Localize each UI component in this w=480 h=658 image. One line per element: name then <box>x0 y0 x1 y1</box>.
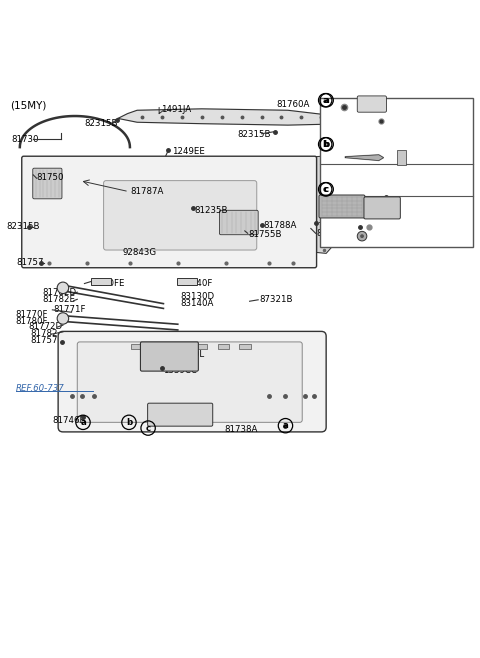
Text: 1125DB: 1125DB <box>317 216 351 225</box>
Bar <box>217 344 229 349</box>
FancyBboxPatch shape <box>58 332 326 432</box>
Text: 81788A: 81788A <box>263 220 296 230</box>
Text: 81739: 81739 <box>423 103 448 113</box>
Bar <box>397 151 406 165</box>
Text: 83140A: 83140A <box>180 299 214 308</box>
Text: 81760A: 81760A <box>276 99 309 109</box>
Text: 95470L: 95470L <box>173 350 205 359</box>
Text: 81456C: 81456C <box>325 221 356 230</box>
Text: 81757: 81757 <box>16 259 44 267</box>
Polygon shape <box>345 155 384 161</box>
Text: 1327AB: 1327AB <box>387 191 419 200</box>
Polygon shape <box>317 156 333 253</box>
Text: c: c <box>323 185 328 193</box>
Text: a: a <box>283 421 288 430</box>
Text: (15MY): (15MY) <box>10 100 47 111</box>
Text: 81782D: 81782D <box>43 288 77 297</box>
Text: 81738A: 81738A <box>225 424 258 434</box>
FancyBboxPatch shape <box>319 195 365 218</box>
Text: 81750: 81750 <box>36 173 64 182</box>
Bar <box>177 278 197 285</box>
Text: b: b <box>126 418 132 427</box>
Bar <box>153 344 164 349</box>
FancyBboxPatch shape <box>77 342 302 422</box>
Text: 1491JA: 1491JA <box>161 105 191 114</box>
Text: REF.60-737: REF.60-737 <box>16 384 65 393</box>
Text: 81746B: 81746B <box>52 417 86 425</box>
Text: a: a <box>80 418 86 427</box>
Bar <box>239 344 251 349</box>
Text: 81755B: 81755B <box>249 230 282 239</box>
Text: 1140FE: 1140FE <box>92 278 124 288</box>
Bar <box>132 344 143 349</box>
Text: 81758D: 81758D <box>317 229 351 238</box>
Text: 87321B: 87321B <box>259 295 293 304</box>
Text: 83130D: 83130D <box>180 292 214 301</box>
Text: 81772D: 81772D <box>28 322 62 330</box>
FancyBboxPatch shape <box>364 197 400 219</box>
Circle shape <box>57 282 69 293</box>
Bar <box>321 98 473 247</box>
FancyBboxPatch shape <box>33 168 62 199</box>
Bar <box>91 278 111 285</box>
FancyBboxPatch shape <box>104 181 257 250</box>
Text: 81738C: 81738C <box>324 109 355 118</box>
Text: 81230E: 81230E <box>368 201 398 211</box>
FancyBboxPatch shape <box>219 211 258 235</box>
Polygon shape <box>118 109 333 125</box>
FancyBboxPatch shape <box>148 403 213 426</box>
FancyBboxPatch shape <box>357 96 386 113</box>
Text: 81260B: 81260B <box>344 139 375 149</box>
Text: 81740: 81740 <box>333 147 361 156</box>
Text: b: b <box>324 139 330 149</box>
Text: 81780F: 81780F <box>15 317 48 326</box>
Circle shape <box>357 232 367 241</box>
Circle shape <box>360 234 364 238</box>
Text: FR.: FR. <box>435 101 456 111</box>
FancyBboxPatch shape <box>22 156 317 268</box>
Text: 81782: 81782 <box>31 329 59 338</box>
Text: c: c <box>145 424 151 432</box>
Text: 81210A: 81210A <box>325 230 356 240</box>
Text: b: b <box>322 139 328 149</box>
Text: c: c <box>324 185 329 193</box>
Bar <box>196 344 207 349</box>
Bar <box>174 344 186 349</box>
Text: 1125DB: 1125DB <box>344 98 376 107</box>
Text: 81235B: 81235B <box>194 207 228 215</box>
Text: 82315B: 82315B <box>238 130 271 139</box>
Text: 92843G: 92843G <box>123 248 157 257</box>
Text: 1125DB: 1125DB <box>365 116 397 126</box>
Text: a: a <box>322 95 328 105</box>
Text: 81730: 81730 <box>11 135 39 144</box>
Text: 82315B: 82315B <box>6 222 40 231</box>
Text: 81787A: 81787A <box>130 187 163 196</box>
Text: a: a <box>324 95 329 105</box>
Text: 81770F: 81770F <box>15 310 48 318</box>
Text: 1339CC: 1339CC <box>163 366 197 374</box>
Text: 82315B: 82315B <box>84 119 118 128</box>
Text: 82315B: 82315B <box>333 181 367 190</box>
Circle shape <box>57 313 69 324</box>
Text: 81782E: 81782E <box>43 295 76 304</box>
Text: 1249EE: 1249EE <box>171 147 204 157</box>
Text: 96740F: 96740F <box>180 278 213 288</box>
Text: 1125DA: 1125DA <box>405 221 437 230</box>
Text: 81757: 81757 <box>31 336 59 345</box>
FancyBboxPatch shape <box>141 342 198 371</box>
Text: 81771F: 81771F <box>53 305 86 314</box>
